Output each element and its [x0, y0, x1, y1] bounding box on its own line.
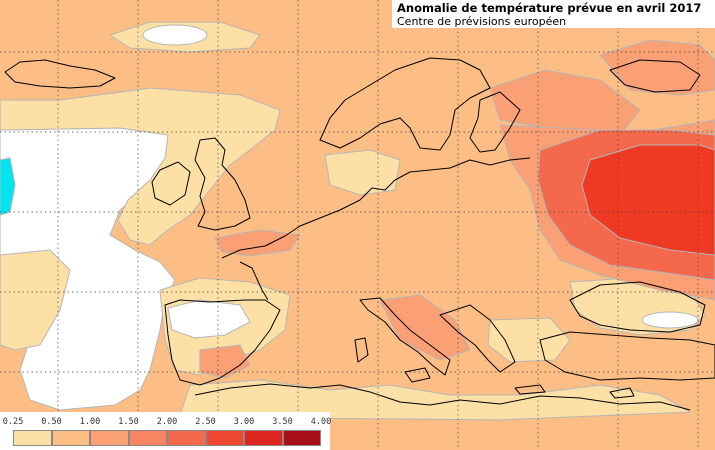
map-subtitle: Centre de prévisions européen — [397, 15, 567, 28]
coastline-iceland — [4, 59, 116, 89]
legend-tick-label: 2.50 — [195, 417, 216, 427]
legend-swatch — [282, 430, 321, 446]
coastline-iberia — [164, 299, 281, 386]
legend-tick-label: 0.25 — [2, 417, 24, 427]
band-medium-scandinavia — [489, 69, 641, 136]
legend-tick-label: 3.50 — [272, 417, 293, 427]
legend-tick-label: 0.50 — [41, 417, 62, 427]
coastline-north-africa — [194, 383, 691, 411]
coastline-great-britain — [194, 137, 251, 231]
coastline-svalbard-novaya — [609, 59, 701, 93]
neutral-zone-iberia — [167, 299, 251, 339]
legend-swatch — [244, 430, 283, 446]
coastline-scandinavia — [319, 57, 491, 151]
coastline-ireland — [151, 161, 191, 206]
band-medium-iberia — [199, 344, 251, 379]
legend-swatch — [167, 430, 206, 446]
coastline-sardinia — [354, 337, 369, 363]
legend-swatch — [128, 430, 167, 446]
coastline-finland-baltic — [469, 91, 521, 153]
band-medium-northeast — [599, 39, 715, 96]
band-pale-atlantic-south — [0, 249, 71, 351]
band-pale-atlantic — [0, 87, 281, 246]
cold-anomaly-zone — [0, 157, 16, 216]
map-title: Anomalie de température prévue en avril … — [397, 1, 702, 15]
legend-swatch — [205, 430, 244, 446]
coastline-cyprus — [609, 387, 635, 399]
band-strongest-east — [581, 144, 715, 256]
neutral-zone-north — [142, 24, 208, 46]
legend-tick-label: 4.00 — [310, 417, 332, 427]
coastline-italy — [359, 297, 451, 376]
legend-tick-label: 1.50 — [118, 417, 139, 427]
legend-tick-label: 3.00 — [233, 417, 255, 427]
neutral-zone-black-sea — [641, 311, 699, 329]
coastline-sicily — [404, 367, 431, 383]
legend-tick-label: 2.00 — [156, 417, 178, 427]
band-pale-balkans — [487, 317, 571, 363]
band-pale-central-europe — [324, 149, 401, 196]
title-background — [392, 0, 715, 28]
legend-swatch — [90, 430, 129, 446]
band-medium-channel — [214, 229, 301, 257]
coastline-crete — [514, 384, 546, 395]
coastline-mainland-north — [221, 157, 531, 259]
coastline-france-west — [239, 261, 269, 301]
coastline-turkey — [539, 331, 715, 381]
coastline-black-sea — [569, 281, 706, 333]
legend-swatch — [13, 430, 52, 446]
coastlines — [4, 57, 715, 411]
legend-swatch — [51, 430, 90, 446]
legend-tick-label: 1.00 — [79, 417, 101, 427]
coastline-balkans-greece — [439, 304, 516, 373]
